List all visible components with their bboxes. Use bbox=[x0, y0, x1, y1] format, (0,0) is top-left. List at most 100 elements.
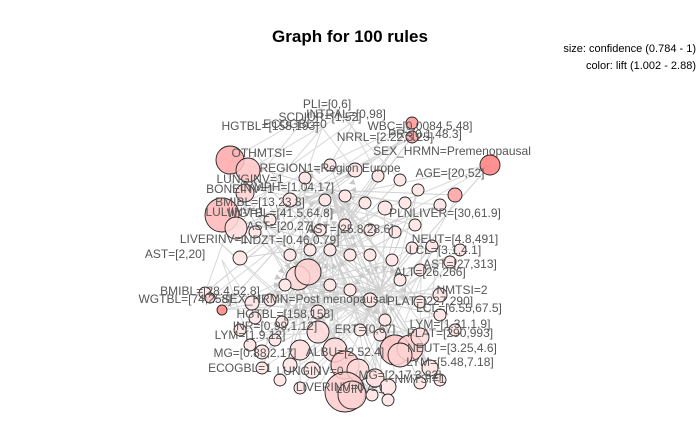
rule-node bbox=[393, 173, 407, 187]
arrow-head bbox=[350, 187, 356, 193]
rule-node bbox=[373, 328, 387, 342]
rule-node bbox=[443, 255, 457, 269]
rule-node bbox=[411, 183, 425, 197]
arrow-head bbox=[372, 307, 379, 315]
rule-edge bbox=[221, 189, 331, 311]
arrow-head bbox=[350, 242, 356, 248]
rule-edge bbox=[235, 127, 323, 229]
item-label: LIVERINV=1 bbox=[180, 232, 249, 246]
item-label: PLAT=[290,993] bbox=[407, 326, 493, 340]
arrow-head bbox=[310, 300, 316, 308]
arrow-head bbox=[314, 167, 320, 175]
arrow-head bbox=[331, 207, 338, 215]
rule-node bbox=[235, 183, 255, 203]
item-label: AST=[20,27] bbox=[246, 219, 313, 233]
rule-node bbox=[353, 323, 367, 337]
rule-node bbox=[377, 200, 393, 216]
rule-node bbox=[293, 381, 307, 395]
rule-node bbox=[413, 295, 427, 309]
item-label: LUNGINV=1 bbox=[216, 172, 283, 186]
item-label: OTHMTSI= bbox=[231, 146, 292, 160]
rule-node bbox=[363, 223, 377, 237]
rule-edge bbox=[419, 237, 441, 384]
item-label: NEUT=[4.8,491] bbox=[412, 232, 498, 246]
item-label: BMIBL=[13,23.8] bbox=[215, 195, 305, 209]
arrow-head bbox=[274, 282, 280, 288]
item-label: INTRAL=[0,98] bbox=[306, 107, 386, 121]
rule-edge bbox=[229, 102, 331, 161]
arrow-head bbox=[304, 187, 310, 193]
item-label: SEX_HRMN=Post menopausal bbox=[222, 292, 388, 306]
item-label: ERT=[0,67] bbox=[335, 322, 396, 336]
item-label: PR=[0.1,48.3] bbox=[388, 127, 462, 141]
rule-node bbox=[387, 342, 413, 368]
rule-node bbox=[433, 198, 447, 212]
rule-edge bbox=[369, 254, 431, 336]
item-label: NMTSI=2 bbox=[436, 283, 487, 297]
item-label: ECOGBL=0 bbox=[263, 117, 327, 131]
rule-node bbox=[248, 311, 262, 325]
rule-node bbox=[294, 258, 322, 286]
rule-node bbox=[405, 116, 419, 130]
rule-node bbox=[385, 253, 399, 267]
rule-edge bbox=[329, 189, 456, 196]
rule-edge bbox=[299, 122, 413, 286]
rule-edge bbox=[309, 111, 356, 171]
arrow-head bbox=[322, 220, 329, 228]
item-label: PLI=[0,6] bbox=[303, 97, 351, 111]
item-label: NEUT=[3.25,4.6] bbox=[407, 341, 497, 355]
rule-edge bbox=[221, 122, 413, 214]
rule-node bbox=[421, 359, 439, 377]
rule-edge bbox=[279, 261, 441, 381]
item-label: HGTBL=[158,193] bbox=[221, 119, 318, 133]
arrow-head bbox=[340, 260, 346, 268]
rule-node bbox=[338, 189, 352, 203]
rule-node bbox=[303, 243, 317, 257]
arrow-head bbox=[340, 205, 346, 213]
item-label: BMIBL=[28.4,52.8] bbox=[160, 284, 260, 298]
rule-node bbox=[263, 293, 277, 307]
item-label: BONEINV=1 bbox=[206, 182, 274, 196]
rule-edge bbox=[247, 112, 346, 171]
rule-edge bbox=[254, 231, 381, 291]
rule-edge bbox=[329, 119, 356, 166]
arrow-head bbox=[274, 290, 282, 297]
item-label: AST=[2,20] bbox=[145, 247, 205, 261]
rule-node bbox=[365, 368, 385, 388]
rule-node bbox=[273, 373, 287, 387]
arrow-head bbox=[348, 178, 356, 185]
rule-node bbox=[343, 248, 357, 262]
rule-node bbox=[275, 315, 289, 329]
rule-node bbox=[358, 196, 372, 210]
rule-node bbox=[447, 187, 463, 203]
arrow-head bbox=[358, 272, 365, 279]
arrow-head bbox=[308, 227, 315, 234]
arrow-head bbox=[278, 267, 285, 274]
item-label: LYM=[1.9,12] bbox=[215, 328, 286, 342]
rule-node bbox=[405, 130, 419, 144]
rule-edge bbox=[221, 212, 423, 311]
rule-edge bbox=[204, 189, 331, 294]
item-label: HGTBL=[158,158] bbox=[236, 307, 333, 321]
rule-node bbox=[244, 295, 260, 311]
arrow-head bbox=[292, 302, 299, 310]
rule-node bbox=[338, 218, 352, 232]
rule-edge bbox=[279, 244, 331, 381]
item-label: ECOGBL=1 bbox=[208, 361, 272, 375]
arrow-head bbox=[364, 267, 370, 275]
rule-edge bbox=[254, 152, 321, 231]
arrow-head bbox=[331, 262, 338, 270]
rule-edge bbox=[329, 102, 401, 181]
rule-edge bbox=[379, 189, 419, 291]
rule-edge bbox=[329, 204, 441, 246]
rule-edge bbox=[279, 164, 491, 209]
arrow-head bbox=[348, 233, 356, 240]
rule-node bbox=[232, 250, 248, 266]
rule-node bbox=[448, 323, 462, 337]
item-label: LULIINV=1 bbox=[205, 205, 264, 219]
rule-node bbox=[413, 263, 427, 277]
arrow-head bbox=[345, 201, 352, 208]
rule-node bbox=[398, 196, 412, 210]
rule-node bbox=[303, 361, 321, 379]
rule-node bbox=[413, 376, 427, 390]
